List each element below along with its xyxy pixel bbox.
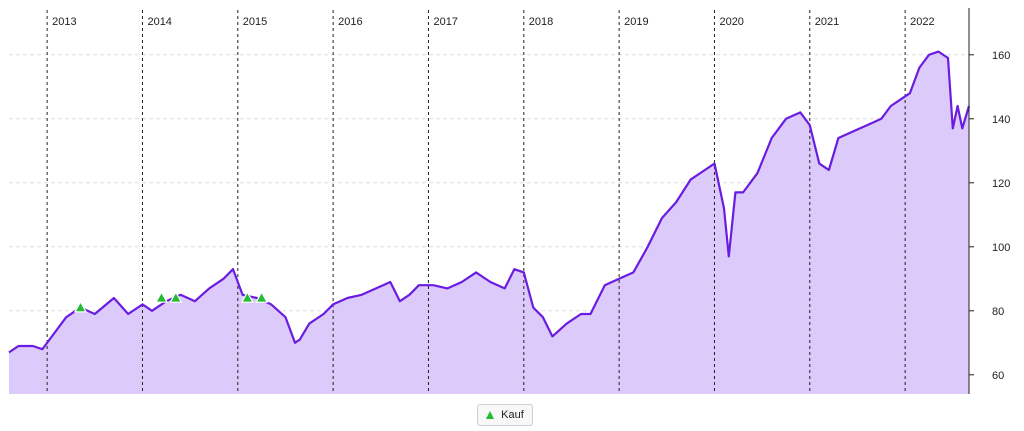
- y-tick-label: 160: [992, 50, 1010, 62]
- price-area: [9, 51, 969, 394]
- buy-marker: [155, 290, 169, 303]
- year-label: 2016: [338, 16, 362, 28]
- y-tick-label: 140: [992, 114, 1010, 126]
- year-label: 2019: [624, 16, 648, 28]
- year-label: 2020: [719, 16, 743, 28]
- y-tick-label: 120: [992, 178, 1010, 190]
- buy-marker: [73, 300, 88, 313]
- year-label: 2017: [433, 16, 457, 28]
- year-label: 2022: [910, 16, 934, 28]
- year-label: 2013: [52, 16, 76, 28]
- buy-triangle-icon: [486, 411, 495, 419]
- buy-marker: [169, 290, 183, 303]
- y-tick-label: 60: [992, 370, 1004, 382]
- year-label: 2018: [529, 16, 553, 28]
- buy-marker: [240, 290, 254, 303]
- y-tick-label: 80: [992, 306, 1004, 318]
- y-tick-label: 100: [992, 242, 1010, 254]
- buy-marker: [255, 290, 269, 303]
- price-line: [8, 50, 971, 354]
- legend-kauf[interactable]: Kauf: [477, 404, 533, 426]
- price-chart: 2013 2014 2015 2016 2017 2018 2019 2020 2021 2022…: [8, 8, 1010, 394]
- year-label: 2021: [815, 16, 839, 28]
- legend-kauf-label: Kauf: [501, 409, 524, 421]
- year-label: 2014: [147, 16, 171, 28]
- year-label: 2015: [243, 16, 267, 28]
